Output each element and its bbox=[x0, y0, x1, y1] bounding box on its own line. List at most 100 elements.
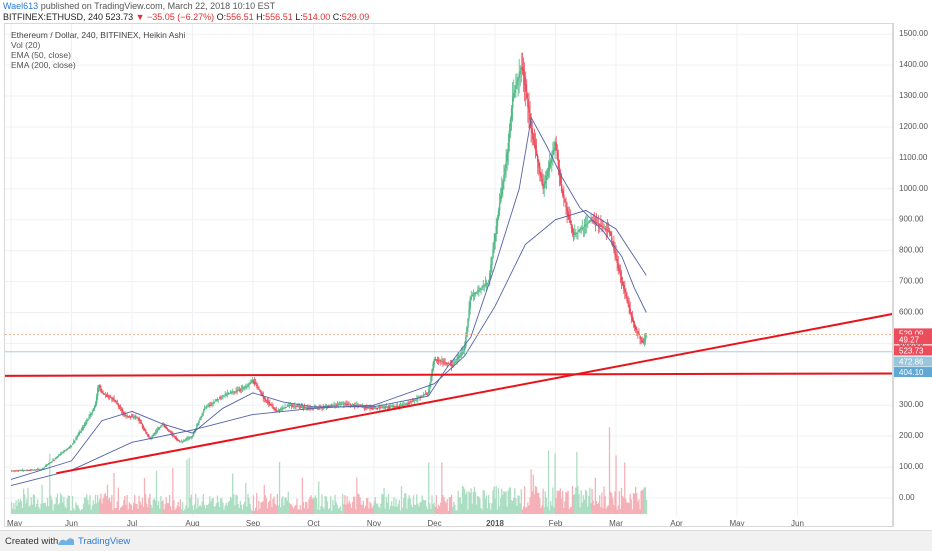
volume-bar bbox=[77, 505, 79, 514]
candle-body bbox=[175, 437, 177, 439]
volume-bar bbox=[26, 498, 28, 514]
volume-bar bbox=[261, 502, 263, 514]
candle-body bbox=[91, 411, 94, 413]
volume-bar bbox=[367, 497, 369, 514]
candle-body bbox=[303, 407, 306, 408]
candle-body bbox=[234, 391, 236, 393]
volume-bar bbox=[205, 505, 208, 514]
volume-bar bbox=[502, 494, 504, 514]
volume-bar bbox=[423, 500, 426, 514]
candle-body bbox=[595, 222, 598, 224]
y-tick-label: 1500.00 bbox=[899, 29, 928, 38]
volume-bar bbox=[314, 495, 317, 514]
volume-bar bbox=[558, 490, 561, 514]
volume-bar bbox=[546, 506, 549, 514]
candle-body bbox=[382, 406, 384, 408]
chart-legend: Ethereum / Dollar, 240, BITFINEX, Heikin… bbox=[11, 30, 185, 70]
candle-body bbox=[606, 229, 609, 231]
volume-bar bbox=[244, 501, 246, 514]
candle-body bbox=[528, 106, 530, 113]
candle-body bbox=[351, 404, 354, 406]
candle-body bbox=[16, 470, 18, 472]
volume-bar bbox=[100, 493, 102, 514]
candle-body bbox=[420, 395, 422, 397]
author-link[interactable]: Wael613 bbox=[3, 1, 39, 11]
volume-bar bbox=[342, 493, 344, 514]
volume-bar bbox=[309, 496, 311, 514]
candle-body bbox=[209, 405, 211, 406]
candle-body bbox=[522, 69, 525, 77]
candle-body bbox=[423, 394, 426, 396]
volume-bar bbox=[394, 506, 396, 514]
close-value: 529.09 bbox=[341, 12, 370, 22]
volume-bar bbox=[469, 493, 471, 514]
volume-bar bbox=[596, 503, 599, 514]
candle-body bbox=[375, 408, 378, 409]
volume-bar bbox=[27, 487, 29, 514]
candle-body bbox=[138, 418, 140, 421]
candle-body bbox=[202, 411, 205, 413]
volume-bar bbox=[247, 493, 249, 514]
candle-body bbox=[633, 323, 636, 328]
chart-area[interactable]: May Jun Jul Aug Sep Oct Nov Dec 2018 Feb Mar Apr May… bbox=[4, 23, 893, 527]
volume-bar bbox=[473, 486, 476, 514]
volume-bar bbox=[639, 509, 641, 514]
volume-bar bbox=[162, 500, 164, 514]
volume-bar bbox=[268, 501, 270, 514]
candle-body bbox=[270, 404, 272, 406]
candle-body bbox=[230, 391, 233, 393]
symbol-name: BITFINEX:ETHUSD, 240 bbox=[3, 12, 104, 22]
volume-bar bbox=[165, 497, 167, 514]
volume-bar bbox=[198, 506, 200, 514]
candle-body bbox=[287, 405, 290, 407]
candle-body bbox=[400, 405, 403, 407]
candle-body bbox=[636, 328, 638, 331]
candle-body bbox=[205, 406, 208, 408]
candle-body bbox=[189, 436, 192, 438]
candle-body bbox=[328, 405, 331, 407]
candle-body bbox=[398, 405, 401, 407]
price-scale[interactable]: 0.00100.00200.00300.00400.00500.00600.00… bbox=[893, 23, 932, 527]
volume-bar bbox=[129, 503, 132, 514]
candle-body bbox=[22, 470, 25, 472]
volume-bar bbox=[141, 497, 143, 514]
legend-vol[interactable]: Vol (20) bbox=[11, 40, 41, 50]
candle-body bbox=[441, 360, 443, 362]
volume-bar bbox=[505, 491, 507, 514]
candle-body bbox=[308, 407, 310, 409]
volume-bar bbox=[614, 491, 616, 514]
volume-bar bbox=[552, 487, 554, 514]
candle-body bbox=[466, 327, 468, 337]
volume-bar bbox=[465, 494, 467, 514]
candle-body bbox=[505, 161, 507, 169]
candle-body bbox=[638, 333, 640, 336]
candle-body bbox=[245, 386, 247, 388]
price-chart[interactable]: May Jun Jul Aug Sep Oct Nov Dec 2018 Feb Mar Apr May… bbox=[5, 24, 893, 527]
candle-body bbox=[600, 225, 602, 227]
volume-bar bbox=[605, 508, 607, 514]
volume-bar bbox=[98, 502, 100, 514]
tradingview-brand[interactable]: TradingView bbox=[78, 536, 131, 547]
volume-bar bbox=[143, 477, 146, 514]
y-tick-label: 0.00 bbox=[899, 493, 915, 502]
y-tick-label: 1200.00 bbox=[899, 122, 928, 131]
candle-body bbox=[179, 441, 182, 443]
legend-ema50[interactable]: EMA (50, close) bbox=[11, 50, 71, 60]
candle-body bbox=[387, 406, 390, 408]
volume-bar bbox=[126, 494, 128, 514]
volume-bar bbox=[624, 462, 626, 514]
volume-bar bbox=[413, 504, 416, 514]
candle-body bbox=[192, 432, 195, 436]
volume-bar bbox=[241, 509, 244, 514]
volume-bar bbox=[532, 474, 534, 514]
candle-body bbox=[371, 407, 373, 409]
volume-bar bbox=[499, 497, 502, 514]
legend-ema200[interactable]: EMA (200, close) bbox=[11, 60, 76, 70]
candle-body bbox=[211, 403, 213, 405]
y-tick-label: 1100.00 bbox=[899, 153, 928, 162]
candle-body bbox=[334, 405, 336, 406]
candle-body bbox=[148, 435, 150, 438]
volume-bar bbox=[620, 487, 623, 514]
volume-bar bbox=[260, 502, 262, 514]
volume-bar bbox=[542, 488, 544, 514]
